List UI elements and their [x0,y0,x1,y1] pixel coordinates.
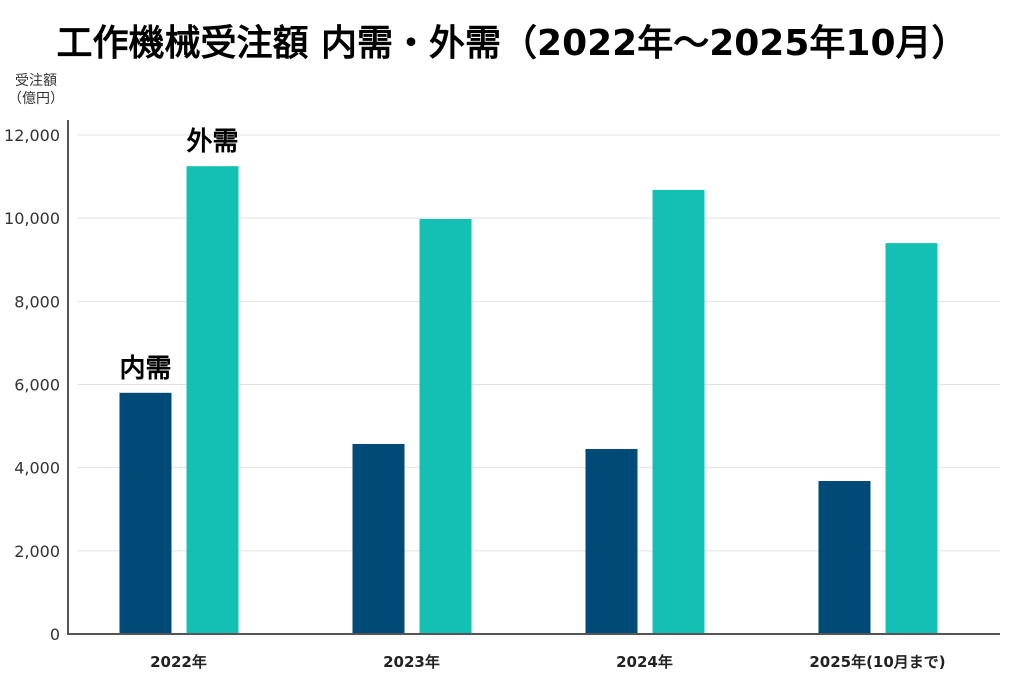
series-label: 外需 [186,127,238,157]
series-label: 内需 [119,354,171,384]
x-tick-label: 2022年 [150,653,207,671]
y-tick-label: 10,000 [4,209,60,228]
y-tick-label: 12,000 [4,126,60,145]
bar-domestic [119,392,172,634]
y-tick-label: 8,000 [14,292,60,311]
bar-foreign [419,218,472,634]
y-tick-label: 6,000 [14,376,60,395]
bar-domestic [352,443,405,634]
y-tick-label: 4,000 [14,459,60,478]
y-axis-label-line1: 受注額 [15,73,57,89]
bar-foreign [186,166,239,634]
y-tick-label: 2,000 [14,542,60,561]
bar-domestic [585,448,638,634]
bar-foreign [885,243,938,634]
y-tick-label: 0 [50,625,60,644]
y-axis-label-line2: （億円） [8,91,64,107]
x-tick-label: 2025年(10月まで) [809,653,945,671]
bar-foreign [652,189,705,634]
chart-title: 工作機械受注額 内需・外需（2022年～2025年10月） [56,23,968,64]
bar-domestic [818,480,871,634]
x-tick-label: 2023年 [383,653,440,671]
y-axis-label: 受注額 （億円） [8,72,64,108]
x-tick-label: 2024年 [616,653,673,671]
